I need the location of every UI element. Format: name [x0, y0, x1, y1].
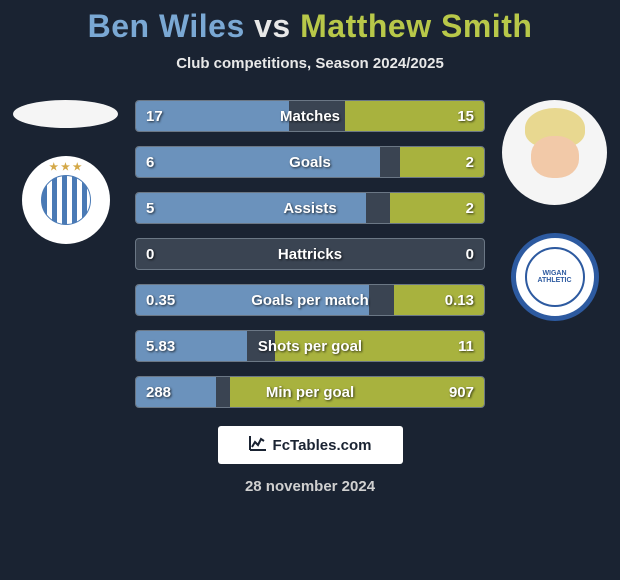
brand-text: FcTables.com [273, 437, 372, 454]
stat-row: 00Hattricks [135, 238, 485, 270]
stat-row: 52Assists [135, 192, 485, 224]
player2-avatar [502, 100, 607, 205]
stat-label: Assists [136, 200, 484, 217]
player2-name: Matthew Smith [300, 8, 532, 44]
player1-club-badge: ★ ★ ★ [22, 156, 110, 244]
chart-icon [249, 435, 267, 456]
player2-club-badge: WIGANATHLETIC [511, 233, 599, 321]
stat-row: 288907Min per goal [135, 376, 485, 408]
left-avatar-column: ★ ★ ★ [8, 100, 123, 244]
stat-row: 62Goals [135, 146, 485, 178]
stat-label: Shots per goal [136, 338, 484, 355]
subtitle: Club competitions, Season 2024/2025 [0, 55, 620, 72]
stars-icon: ★ ★ ★ [49, 162, 81, 173]
stat-row: 1715Matches [135, 100, 485, 132]
stat-label: Min per goal [136, 384, 484, 401]
stat-row: 5.8311Shots per goal [135, 330, 485, 362]
stat-label: Matches [136, 108, 484, 125]
stat-row: 0.350.13Goals per match [135, 284, 485, 316]
stat-label: Hattricks [136, 246, 484, 263]
player1-name: Ben Wiles [88, 8, 245, 44]
footer-date: 28 november 2024 [0, 478, 620, 495]
right-avatar-column: WIGANATHLETIC [497, 100, 612, 321]
stat-label: Goals [136, 154, 484, 171]
player1-avatar-placeholder [13, 100, 118, 128]
stats-bars: 1715Matches 62Goals 52Assists 00Hattricks 0.… [135, 100, 485, 408]
brand-logo: FcTables.com [218, 426, 403, 464]
comparison-title: Ben Wiles vs Matthew Smith [0, 8, 620, 45]
crest-icon: WIGANATHLETIC [525, 247, 585, 307]
stat-label: Goals per match [136, 292, 484, 309]
vs-word: vs [254, 8, 291, 44]
content: ★ ★ ★ WIGANATHLETIC 1715Matches 62Goals 52… [0, 100, 620, 408]
header: Ben Wiles vs Matthew Smith Club competit… [0, 0, 620, 72]
shield-icon [41, 175, 91, 225]
